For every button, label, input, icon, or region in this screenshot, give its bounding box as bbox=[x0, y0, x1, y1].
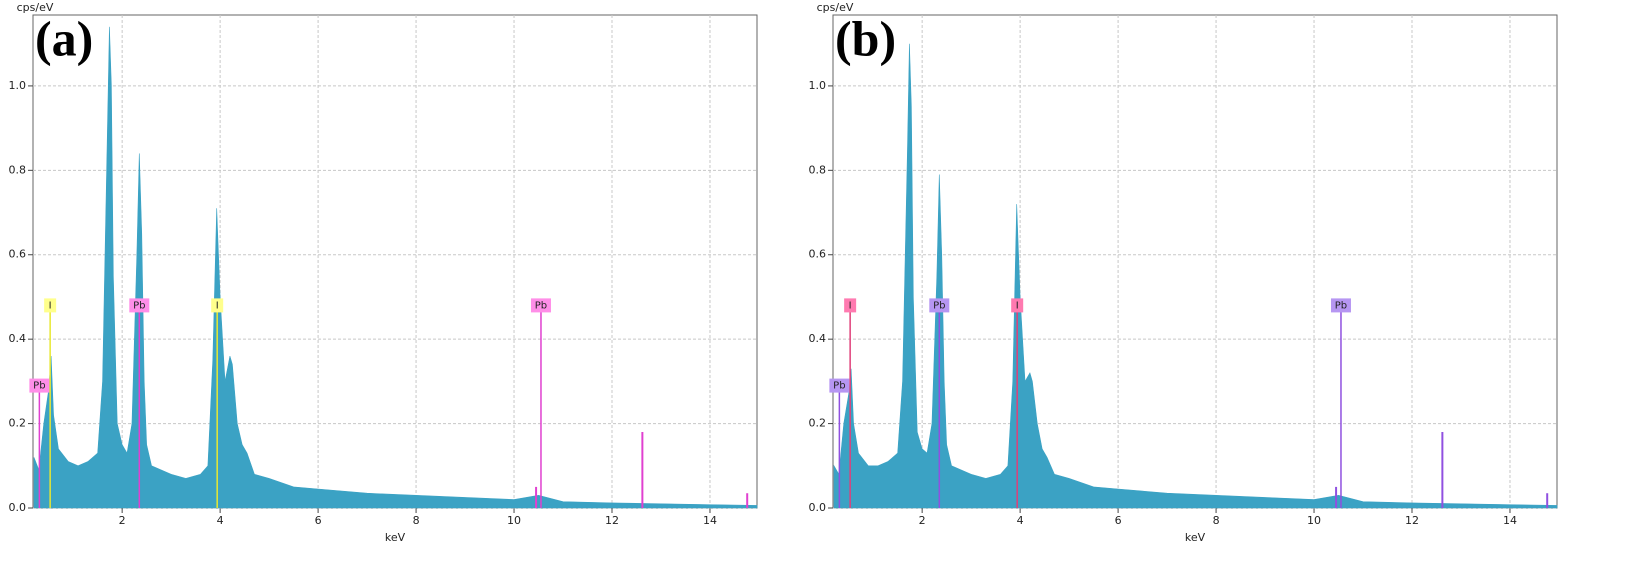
y-tick-label: 0.6 bbox=[809, 248, 827, 261]
element-label-box bbox=[1011, 298, 1024, 313]
y-tick-label: 0.4 bbox=[9, 332, 27, 345]
panel-label: (b) bbox=[835, 10, 896, 66]
element-label-box bbox=[211, 298, 224, 313]
element-label-box bbox=[829, 378, 850, 393]
element-label: Pb bbox=[133, 300, 145, 311]
x-tick-label: 4 bbox=[1017, 514, 1024, 527]
x-tick-label: 14 bbox=[703, 514, 717, 527]
x-tick-label: 2 bbox=[919, 514, 926, 527]
x-tick-label: 12 bbox=[605, 514, 619, 527]
element-label: Pb bbox=[33, 381, 45, 392]
plot-area bbox=[832, 14, 1558, 509]
x-tick-label: 6 bbox=[1115, 514, 1122, 527]
element-label-box bbox=[129, 298, 150, 313]
spectrum-area bbox=[33, 26, 758, 509]
y-axis-label: cps/eV bbox=[817, 1, 854, 14]
y-tick-label: 0.0 bbox=[809, 501, 827, 514]
element-label-box bbox=[929, 298, 950, 313]
plot-area bbox=[32, 14, 758, 509]
y-tick-label: 0.4 bbox=[809, 332, 827, 345]
x-tick-label: 12 bbox=[1405, 514, 1419, 527]
y-tick-label: 0.8 bbox=[9, 163, 27, 176]
x-tick-label: 2 bbox=[119, 514, 126, 527]
chart-panel: 2 4 6 8 10 12 14 0.0 0.2 0.4 0.6 0.8 1.0 Pb I Pb I Pb cps/… bbox=[9, 1, 758, 544]
y-axis-label: cps/eV bbox=[17, 1, 54, 14]
y-tick-label: 0.2 bbox=[809, 417, 827, 430]
spectrum-area bbox=[833, 43, 1558, 509]
element-label: I bbox=[1016, 300, 1019, 311]
element-label: I bbox=[216, 300, 219, 311]
x-tick-label: 8 bbox=[413, 514, 420, 527]
element-label-box bbox=[44, 298, 57, 313]
x-axis-label: keV bbox=[385, 531, 406, 544]
x-tick-label: 6 bbox=[315, 514, 322, 527]
chart-panel: 2 4 6 8 10 12 14 0.0 0.2 0.4 0.6 0.8 1.0 Pb I Pb I Pb cps/… bbox=[809, 1, 1558, 544]
y-tick-label: 0.0 bbox=[9, 501, 27, 514]
element-label: I bbox=[849, 300, 852, 311]
panel-label: (a) bbox=[35, 10, 93, 66]
x-tick-label: 10 bbox=[1307, 514, 1321, 527]
y-tick-label: 1.0 bbox=[809, 79, 827, 92]
x-tick-label: 4 bbox=[217, 514, 224, 527]
element-label-box bbox=[1330, 298, 1351, 313]
y-tick-label: 0.8 bbox=[809, 163, 827, 176]
element-label-box bbox=[844, 298, 857, 313]
x-tick-label: 10 bbox=[507, 514, 521, 527]
element-label: Pb bbox=[933, 300, 945, 311]
element-label-box bbox=[29, 378, 50, 393]
element-label: Pb bbox=[1335, 300, 1347, 311]
x-axis-label: keV bbox=[1185, 531, 1206, 544]
element-label-box bbox=[530, 298, 551, 313]
element-label: I bbox=[49, 300, 52, 311]
y-tick-label: 0.6 bbox=[9, 248, 27, 261]
x-tick-label: 8 bbox=[1213, 514, 1220, 527]
element-label: Pb bbox=[833, 381, 845, 392]
x-tick-label: 14 bbox=[1503, 514, 1517, 527]
y-tick-label: 0.2 bbox=[9, 417, 27, 430]
y-tick-label: 1.0 bbox=[9, 79, 27, 92]
element-label: Pb bbox=[535, 300, 547, 311]
